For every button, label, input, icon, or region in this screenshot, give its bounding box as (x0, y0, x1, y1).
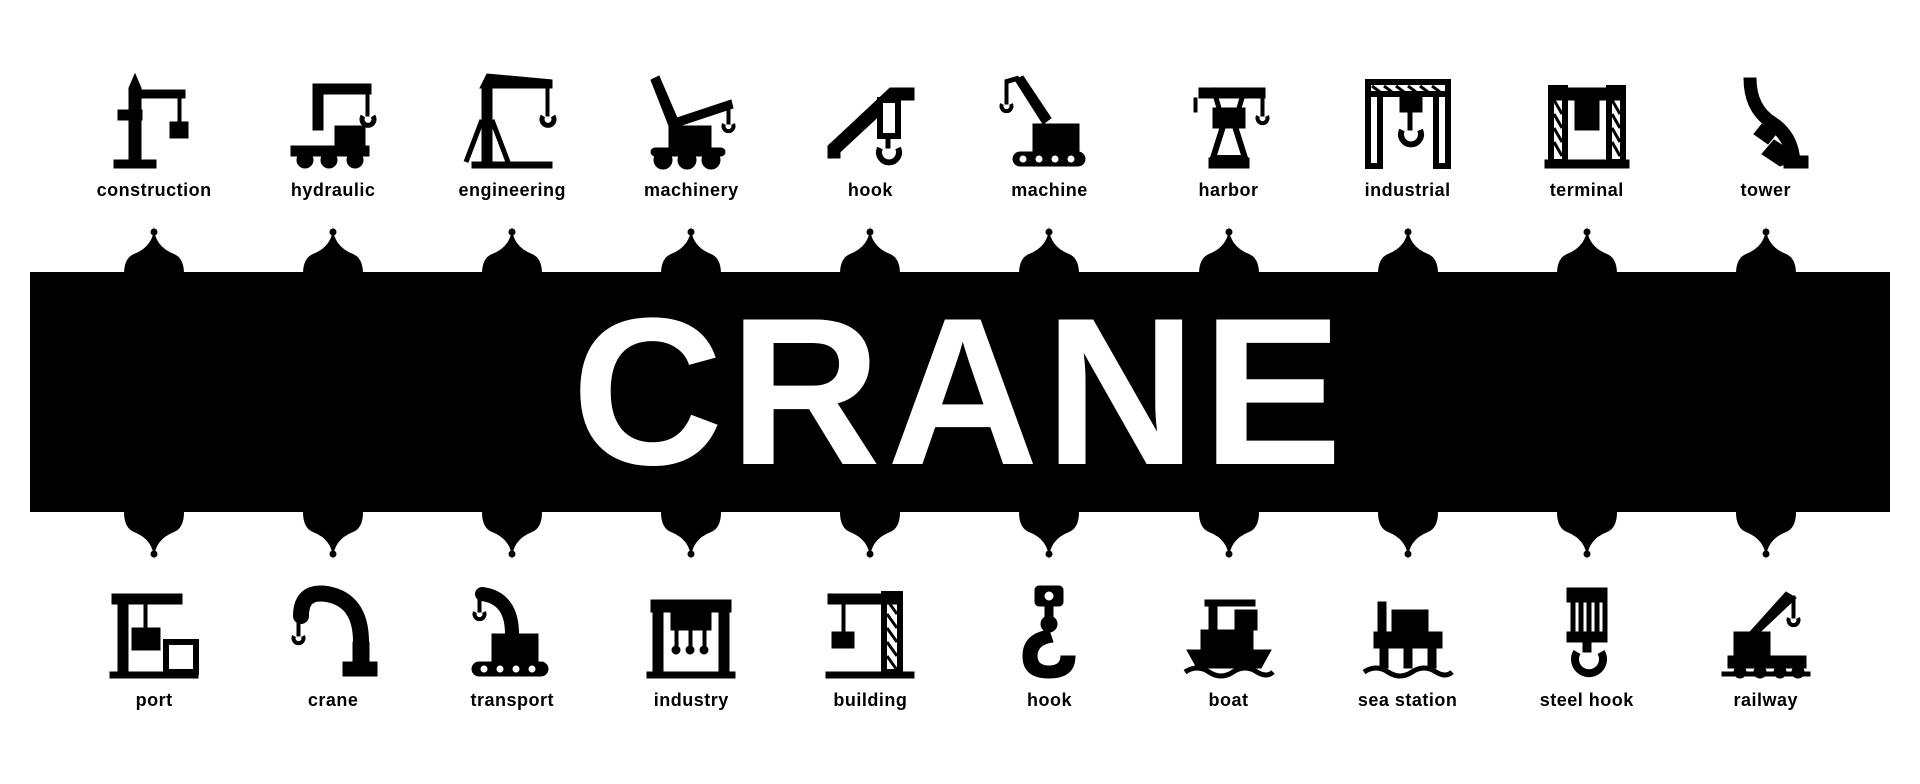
icon-cell: construction (69, 70, 239, 201)
icon-row-bottom: port crane transport industry building h… (0, 580, 1920, 711)
big-hook-icon (994, 580, 1104, 680)
icon-cell: hook (785, 70, 955, 201)
icon-label: industry (654, 690, 729, 711)
pointer-row-bottom (0, 512, 1920, 560)
icon-cell: steel hook (1502, 580, 1672, 711)
icon-cell: crane (248, 580, 418, 711)
icon-label: hydraulic (291, 180, 376, 201)
icon-cell: hook (964, 580, 1134, 711)
icon-cell: sea station (1323, 580, 1493, 711)
tower-crane-icon (1711, 70, 1821, 170)
transport-crane-icon (457, 580, 567, 680)
icon-label: railway (1734, 690, 1799, 711)
industry-crane-icon (636, 580, 746, 680)
icon-label: boat (1209, 690, 1249, 711)
tracked-crane-icon (994, 70, 1104, 170)
icon-cell: transport (427, 580, 597, 711)
icon-label: engineering (458, 180, 566, 201)
banner-title: CRANE (572, 287, 1349, 497)
icon-label: harbor (1199, 180, 1259, 201)
crane-arm-icon (278, 580, 388, 680)
icon-label: construction (97, 180, 212, 201)
icon-cell: harbor (1144, 70, 1314, 201)
boat-crane-icon (1174, 580, 1284, 680)
construction-crane-icon (99, 70, 209, 170)
building-crane-icon (815, 580, 925, 680)
icon-cell: industry (606, 580, 776, 711)
railway-crane-icon (1711, 580, 1821, 680)
sea-station-icon (1353, 580, 1463, 680)
harbor-crane-icon (1174, 70, 1284, 170)
icon-cell: tower (1681, 70, 1851, 201)
icon-row-top: construction hydraulic engineering machi… (0, 70, 1920, 201)
hydraulic-crane-icon (278, 70, 388, 170)
icon-label: hook (1027, 690, 1072, 711)
icon-label: tower (1741, 180, 1792, 201)
steel-hook-icon (1532, 580, 1642, 680)
icon-label: machine (1011, 180, 1088, 201)
icon-label: transport (470, 690, 554, 711)
icon-label: hook (848, 180, 893, 201)
icon-cell: engineering (427, 70, 597, 201)
engineering-crane-icon (457, 70, 567, 170)
title-banner: CRANE (30, 272, 1890, 512)
terminal-crane-icon (1532, 70, 1642, 170)
icon-cell: port (69, 580, 239, 711)
icon-label: building (833, 690, 907, 711)
icon-cell: industrial (1323, 70, 1493, 201)
icon-cell: machine (964, 70, 1134, 201)
icon-label: machinery (644, 180, 739, 201)
hook-arm-icon (815, 70, 925, 170)
icon-cell: terminal (1502, 70, 1672, 201)
port-crane-icon (99, 580, 209, 680)
icon-cell: hydraulic (248, 70, 418, 201)
machinery-crane-icon (636, 70, 746, 170)
icon-cell: machinery (606, 70, 776, 201)
icon-label: terminal (1550, 180, 1624, 201)
icon-label: crane (308, 690, 359, 711)
icon-label: industrial (1365, 180, 1451, 201)
icon-label: port (136, 690, 173, 711)
icon-label: steel hook (1540, 690, 1634, 711)
icon-cell: railway (1681, 580, 1851, 711)
icon-cell: boat (1144, 580, 1314, 711)
icon-label: sea station (1358, 690, 1458, 711)
pointer-row-top (0, 226, 1920, 274)
icon-cell: building (785, 580, 955, 711)
gantry-frame-icon (1353, 70, 1463, 170)
